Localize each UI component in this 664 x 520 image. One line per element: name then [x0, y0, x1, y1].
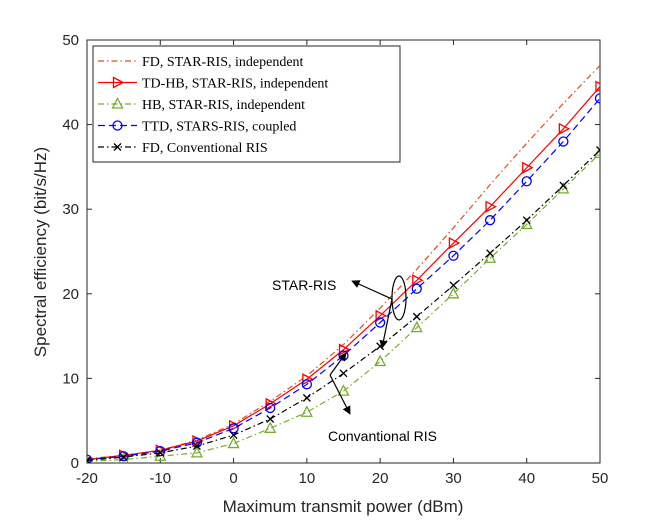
series-line — [87, 86, 600, 461]
star-ris-arrow-left — [351, 280, 393, 300]
data-point — [448, 236, 461, 250]
legend-entry: FD, Conventional RIS — [98, 141, 268, 156]
data-point — [449, 281, 458, 290]
data-point — [558, 136, 569, 147]
data-point — [119, 453, 128, 462]
x-tick-label: 30 — [445, 470, 462, 487]
legend-box — [92, 45, 401, 163]
data-point — [300, 405, 313, 417]
series-5 — [87, 146, 600, 463]
y-axis-title: Spectral efficiency (bit/s/Hz) — [31, 147, 50, 357]
x-tick-label: -20 — [76, 470, 98, 487]
data-point — [302, 393, 311, 402]
data-point — [520, 217, 533, 230]
legend-entry: TTD, STARS-RIS, coupled — [98, 120, 296, 135]
y-tick-label: 20 — [62, 286, 79, 303]
conventional-ris-label: Convantional RIS — [328, 428, 437, 444]
data-point — [374, 354, 387, 367]
data-point — [410, 320, 423, 333]
data-point — [483, 251, 497, 263]
data-point — [338, 343, 351, 356]
legend-label: FD, STAR-RIS, independent — [142, 55, 304, 70]
data-point — [302, 373, 314, 386]
data-point — [558, 122, 571, 135]
x-tick-label: 40 — [518, 470, 535, 487]
data-point — [522, 161, 534, 174]
legend-entry: HB, STAR-RIS, independent — [98, 97, 305, 113]
data-point — [522, 216, 531, 225]
data-point — [265, 402, 276, 414]
conventional-ris-arrow-down — [329, 374, 351, 415]
data-point — [228, 423, 239, 434]
legend-marker — [112, 76, 125, 89]
legend-label: TTD, STARS-RIS, coupled — [142, 120, 296, 135]
data-point — [559, 181, 568, 190]
data-point — [229, 431, 238, 440]
data-point — [337, 384, 350, 396]
legend-label: HB, STAR-RIS, independent — [142, 98, 305, 113]
data-point — [485, 200, 497, 213]
legend-marker — [112, 120, 123, 131]
legend-label: FD, Conventional RIS — [142, 141, 268, 156]
series-line — [87, 97, 600, 461]
x-axis-title: Maximum transmit power (dBm) — [223, 497, 464, 516]
x-tick-label: 50 — [592, 470, 609, 487]
series-line — [87, 152, 600, 462]
x-tick-label: -10 — [149, 470, 171, 487]
data-point — [447, 286, 460, 299]
data-point — [594, 93, 600, 104]
star-ris-label: STAR-RIS — [272, 277, 336, 293]
axis-ticks: -20 -10 0 10 20 30 40 50 0 10 20 30 40 50 — [62, 32, 608, 487]
data-point — [87, 456, 91, 463]
data-point — [190, 445, 204, 458]
data-point — [266, 415, 275, 423]
y-tick-label: 40 — [62, 117, 79, 134]
x-tick-label: 10 — [299, 470, 316, 487]
data-point — [412, 312, 421, 321]
x-tick-label: 0 — [229, 470, 237, 487]
annotations: STAR-RIS Convantional RIS — [272, 275, 437, 444]
y-tick-label: 0 — [71, 455, 79, 472]
data-point — [521, 176, 532, 187]
data-point — [448, 250, 459, 261]
legend-entry: TD-HB, STAR-RIS, independent — [98, 76, 328, 92]
y-tick-label: 10 — [62, 370, 79, 387]
legend-label: TD-HB, STAR-RIS, independent — [142, 77, 328, 92]
legend: FD, STAR-RIS, independent TD-HB, STAR-RIS… — [92, 45, 401, 163]
data-point — [596, 146, 600, 154]
data-point — [264, 421, 277, 433]
data-point — [339, 369, 348, 378]
data-point — [486, 249, 495, 258]
data-point — [265, 397, 278, 410]
data-point — [411, 283, 422, 294]
y-tick-label: 30 — [62, 201, 79, 218]
data-point — [192, 442, 201, 451]
data-point — [595, 80, 600, 93]
legend-entry: FD, STAR-RIS, independent — [98, 55, 304, 70]
legend-marker — [113, 143, 122, 151]
data-point — [227, 436, 240, 449]
y-tick-label: 50 — [62, 32, 79, 49]
data-point — [191, 437, 203, 448]
conventional-ris-arrow-up — [329, 352, 347, 376]
legend-marker — [111, 97, 124, 109]
data-point — [301, 379, 313, 390]
star-ris-arrow-down — [379, 298, 393, 349]
data-point — [484, 215, 496, 226]
data-series — [87, 64, 600, 463]
data-point — [155, 446, 166, 457]
data-point — [156, 448, 165, 457]
data-point — [412, 274, 424, 287]
x-tick-label: 20 — [372, 470, 389, 487]
data-point — [374, 317, 386, 328]
star-ris-ellipse — [391, 275, 407, 321]
